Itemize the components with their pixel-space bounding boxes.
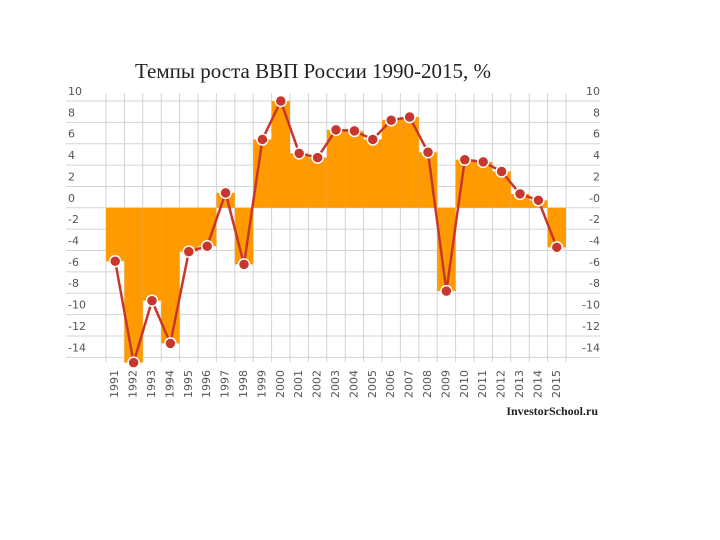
x-tick-label: 1998 — [237, 370, 250, 398]
watermark: InvestorSchool.ru — [506, 404, 598, 418]
y2-tick-label: -14 — [582, 341, 600, 354]
bar — [437, 207, 456, 292]
y-tick-label: 6 — [68, 128, 75, 141]
point — [532, 194, 545, 207]
x-tick-label: 1992 — [127, 370, 140, 398]
y2-tick-label: -8 — [589, 277, 600, 290]
x-tick-label: 2013 — [513, 370, 526, 398]
point — [164, 337, 177, 350]
x-tick-label: 2002 — [311, 370, 324, 398]
point — [145, 294, 159, 307]
point — [513, 187, 527, 201]
y-tick-label: 4 — [68, 149, 75, 162]
point — [329, 123, 343, 137]
x-tick-label: 1994 — [163, 370, 176, 398]
bar — [400, 117, 419, 208]
y2-tick-label: 10 — [586, 85, 600, 98]
point — [348, 124, 361, 138]
x-tick-label: 2012 — [495, 370, 508, 398]
y-tick-label: -4 — [68, 235, 79, 248]
bar — [308, 157, 327, 208]
y-tick-label: -10 — [68, 299, 86, 312]
bar — [492, 171, 511, 208]
y-tick-label: -12 — [68, 320, 86, 333]
y-tick-label: 2 — [68, 170, 75, 183]
x-tick-label: 2000 — [274, 370, 287, 398]
x-tick-label: 2009 — [439, 370, 452, 398]
bar — [290, 153, 309, 208]
y2-tick-label: 4 — [593, 149, 600, 162]
x-tick-label: 2004 — [347, 370, 360, 398]
point — [127, 356, 140, 369]
bar — [161, 207, 180, 344]
y2-tick-label: -10 — [582, 299, 600, 312]
bar — [142, 207, 162, 301]
y2-tick-label: 2 — [593, 170, 600, 183]
y-tick-label: -2 — [68, 213, 79, 226]
point — [237, 258, 251, 271]
bar — [124, 207, 143, 363]
bar — [326, 129, 346, 208]
point — [182, 245, 196, 258]
y2-tick-label: -0 — [589, 192, 600, 205]
x-tick-label: 2010 — [458, 370, 471, 398]
y-tick-label: 10 — [68, 85, 82, 98]
y2-tick-label: -4 — [589, 235, 600, 248]
point — [311, 151, 324, 164]
point — [366, 133, 380, 146]
bar — [363, 139, 382, 208]
bar — [345, 130, 364, 208]
bar — [253, 139, 272, 208]
y-tick-label: -6 — [68, 256, 79, 269]
point — [200, 239, 214, 253]
y-tick-label: 8 — [68, 106, 75, 119]
x-tick-label: 1991 — [108, 370, 121, 398]
y2-tick-label: 8 — [593, 106, 600, 119]
bar — [382, 120, 401, 208]
x-tick-label: 1995 — [182, 370, 195, 398]
x-tick-label: 1993 — [145, 370, 158, 398]
point — [458, 153, 472, 166]
bar — [179, 207, 198, 252]
point — [274, 94, 288, 108]
y2-tick-label: -2 — [589, 213, 600, 226]
x-tick-label: 1996 — [200, 370, 213, 398]
bar — [271, 101, 290, 208]
x-tick-label: 2008 — [421, 370, 434, 398]
point — [292, 147, 306, 160]
x-tick-label: 2015 — [550, 370, 563, 398]
x-tick-label: 2005 — [366, 370, 379, 398]
y2-tick-label: -6 — [589, 256, 600, 269]
y-tick-label: -14 — [68, 341, 86, 354]
y2-tick-label: -12 — [582, 320, 600, 333]
y-tick-label: -8 — [68, 277, 79, 290]
x-tick-label: 2006 — [384, 370, 397, 398]
x-tick-label: 2011 — [476, 370, 489, 398]
point — [384, 113, 398, 127]
bar — [106, 207, 125, 262]
point — [550, 241, 564, 254]
point — [219, 186, 232, 200]
x-tick-label: 2007 — [403, 370, 416, 398]
x-tick-label: 1999 — [255, 370, 268, 398]
x-tick-label: 2001 — [292, 370, 305, 398]
point — [108, 254, 122, 268]
chart-title: Темпы роста ВВП России 1990-2015, % — [135, 59, 491, 83]
point — [495, 165, 508, 178]
point — [476, 155, 490, 169]
point — [403, 110, 416, 124]
point — [440, 284, 453, 298]
bar — [474, 161, 493, 208]
point — [421, 146, 435, 159]
x-tick-label: 1997 — [219, 370, 232, 398]
x-tick-label: 2014 — [531, 370, 544, 398]
y-tick-label: 0 — [68, 192, 75, 205]
x-tick-label: 2003 — [329, 370, 342, 398]
y2-tick-label: 6 — [593, 128, 600, 141]
point — [256, 133, 269, 146]
